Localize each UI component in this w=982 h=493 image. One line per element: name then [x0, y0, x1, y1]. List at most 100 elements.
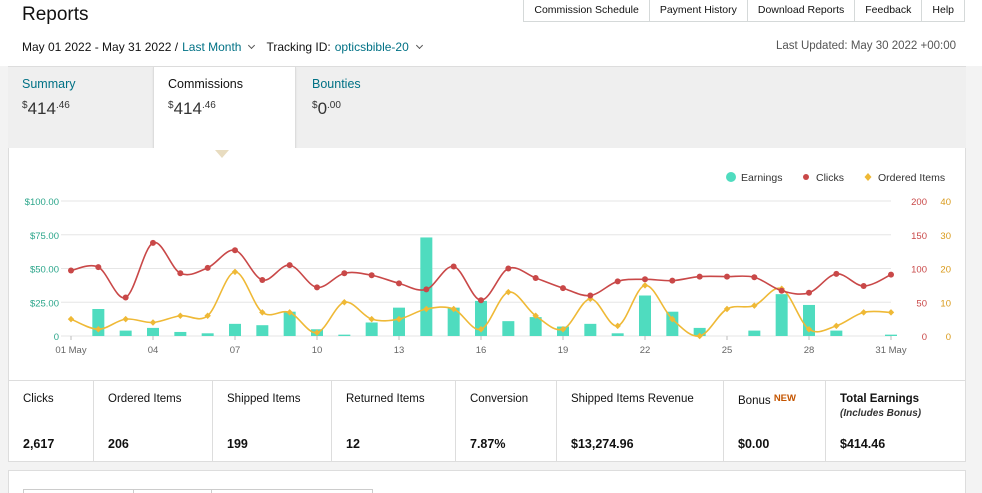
clicks-point	[806, 289, 812, 296]
clicks-point	[68, 267, 74, 274]
earnings-bar	[666, 311, 679, 336]
metric-shipped-revenue: Shipped Items Revenue $13,274.96	[557, 381, 724, 461]
x-tick-label: 19	[558, 345, 569, 356]
clicks-point	[888, 271, 894, 278]
ordered-items-point	[532, 312, 539, 319]
ordered-items-point	[286, 309, 293, 316]
tab-bounties-label: Bounties	[312, 77, 361, 91]
details-tabs[interactable]	[23, 489, 373, 493]
x-tick-label: 16	[476, 345, 487, 356]
ordered-items-point	[67, 315, 75, 323]
ordered-items-point	[231, 268, 239, 276]
earnings-bar	[693, 327, 706, 336]
legend-earnings-label: Earnings	[741, 172, 782, 184]
clicks-point	[860, 283, 867, 290]
earnings-bar	[365, 322, 378, 336]
tab-summary[interactable]: Summary $414.46	[8, 67, 154, 149]
clicks-line	[70, 242, 892, 302]
range-preset-dropdown[interactable]: Last Month	[182, 40, 242, 54]
clicks-point	[177, 270, 184, 277]
y-clicks-tick-label: 0	[922, 332, 927, 343]
ordered-items-point	[669, 315, 676, 323]
ordered-items-point	[177, 312, 184, 319]
legend-clicks-marker	[803, 174, 809, 180]
clicks-point	[232, 247, 238, 254]
ordered-items-point	[477, 326, 485, 333]
clicks-point	[669, 277, 676, 284]
y-items-tick-label: 10	[940, 298, 951, 309]
commission-schedule-link[interactable]: Commission Schedule	[523, 0, 650, 22]
y-items-tick-label: 20	[940, 265, 951, 276]
metric-returned-items: Returned Items 12	[332, 381, 456, 461]
y-items-tick-label: 30	[940, 231, 951, 242]
ordered-items-point	[259, 309, 266, 316]
earnings-chart: $100.00 200 40$75.00 150 30$50.00 100 20$25.00…	[25, 172, 951, 356]
earnings-bar	[201, 333, 214, 336]
clicks-point	[587, 292, 594, 299]
feedback-link[interactable]: Feedback	[854, 0, 923, 22]
x-tick-label: 10	[312, 345, 323, 356]
page-title: Reports	[22, 4, 89, 25]
ordered-items-point	[641, 282, 649, 289]
clicks-point	[204, 264, 211, 271]
ordered-items-point	[450, 305, 457, 313]
ordered-items-point	[860, 309, 867, 316]
clicks-point	[368, 272, 375, 279]
tracking-id-label: Tracking ID:	[266, 40, 331, 54]
ordered-items-point	[204, 312, 211, 319]
x-tick-label: 04	[148, 345, 159, 356]
last-updated-text: Last Updated: May 30 2022 +00:00	[776, 40, 956, 52]
date-range-text: May 01 2022 - May 31 2022 /	[22, 40, 179, 54]
report-filters: May 01 2022 - May 31 2022 / Last Month T…	[22, 40, 430, 54]
new-badge: NEW	[773, 393, 796, 404]
x-tick-label: 25	[722, 345, 733, 356]
x-tick-label: 28	[804, 345, 815, 356]
x-tick-label: 07	[230, 345, 241, 356]
y-items-tick-label: 0	[946, 332, 951, 343]
ordered-items-point	[368, 315, 375, 323]
tab-commissions[interactable]: Commissions $414.46	[153, 67, 296, 152]
details-card	[8, 470, 966, 493]
legend-earnings-marker	[726, 172, 736, 182]
chevron-down-icon[interactable]	[415, 41, 423, 50]
clicks-point	[560, 285, 566, 292]
clicks-point	[314, 284, 320, 291]
y-clicks-tick-label: 100	[911, 265, 927, 276]
ordered-items-point	[95, 326, 102, 333]
ordered-items-point	[696, 332, 703, 340]
tracking-id-dropdown[interactable]: opticsbible-20	[334, 40, 409, 54]
ordered-items-point	[423, 305, 430, 313]
clicks-point	[751, 274, 758, 281]
earnings-bar	[147, 327, 159, 336]
clicks-point	[450, 263, 457, 270]
clicks-point	[833, 270, 840, 277]
tab-bounties[interactable]: Bounties $0.00	[298, 67, 444, 149]
download-reports-link[interactable]: Download Reports	[746, 0, 856, 22]
legend-ordered-items-marker	[864, 173, 872, 181]
earnings-bar	[529, 317, 542, 336]
clicks-point	[286, 262, 293, 269]
y-left-tick-label: 0	[54, 332, 59, 343]
earnings-bar	[639, 295, 651, 336]
clicks-point	[396, 280, 402, 287]
chevron-down-icon[interactable]	[248, 41, 256, 50]
earnings-bar	[775, 294, 788, 336]
earnings-bar	[584, 323, 597, 336]
metric-conversion: Conversion 7.87%	[456, 381, 557, 461]
payment-history-link[interactable]: Payment History	[648, 0, 748, 22]
earnings-bar	[229, 323, 241, 336]
clicks-point	[423, 286, 430, 293]
x-tick-label: 31 May	[875, 345, 906, 356]
help-link[interactable]: Help	[921, 0, 965, 22]
earnings-chart-card: $100.00 200 40 $75.00 150 30 $50.00 100 20 $25.00…	[8, 148, 966, 380]
metric-bonus: Bonus NEW $0.00	[724, 381, 826, 461]
earnings-bar	[803, 304, 815, 336]
ordered-items-point	[149, 319, 157, 326]
clicks-point	[696, 273, 703, 280]
y-left-tick-label: $100.00	[25, 197, 59, 208]
y-left-tick-label: $50.00	[30, 265, 59, 276]
y-items-tick-label: 40	[940, 197, 951, 208]
legend-clicks-label: Clicks	[816, 172, 844, 184]
clicks-point	[95, 264, 102, 271]
clicks-point	[778, 287, 785, 294]
